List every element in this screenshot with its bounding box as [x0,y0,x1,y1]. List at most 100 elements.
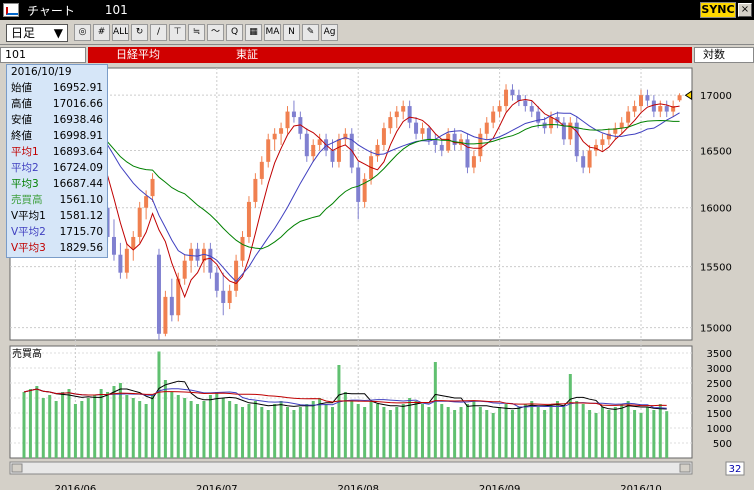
legend-row: 始値 16952.91 [7,80,107,96]
legend-value: 1829.56 [59,242,103,254]
tool-button-13[interactable]: Ag [321,24,338,41]
candle-body [452,133,457,145]
candle-body [632,106,637,112]
volume-bar [446,407,450,458]
volume-bar [35,386,39,458]
candle-body [227,290,232,303]
tool-button-2[interactable]: ALL [112,24,129,41]
legend-label: 高値 [11,98,32,110]
candle-body [111,236,116,255]
candle-body [304,133,309,157]
volume-bar [144,404,148,458]
volume-bar [112,386,116,458]
month-tick-label: 2016/08 [337,484,379,490]
candle-body [658,106,663,112]
legend-label: 始値 [11,82,32,94]
tool-button-5[interactable]: ⊤ [169,24,186,41]
volume-bar [530,401,534,458]
tool-button-1[interactable]: # [93,24,110,41]
candle-body [626,111,631,123]
volume-bar [369,401,373,458]
candle-body [317,139,322,145]
volume-bar [562,407,566,458]
tool-button-7[interactable]: 〜 [207,24,224,41]
tool-button-4[interactable]: / [150,24,167,41]
volume-bar [93,395,97,458]
legend-row: 平均1 16893.64 [7,144,107,160]
volume-bar [157,351,161,458]
candle-body [356,167,361,202]
volume-bar [588,410,592,458]
month-tick-label: 2016/06 [55,484,97,490]
candle-body [568,122,573,140]
tool-button-11[interactable]: N [283,24,300,41]
volume-bar [459,407,463,458]
legend-label: 終値 [11,130,32,142]
volume-tick-label: 2500 [707,379,732,390]
candle-body [214,272,219,291]
volume-bar [555,401,559,458]
candle-body [272,133,277,140]
ohlc-legend-panel: 2016/10/19 始値 16952.91 高値 17016.66 安値 16938.4… [6,64,108,258]
volume-bar [183,398,187,458]
volume-bar [61,392,65,458]
legend-value: 16724.09 [52,162,103,174]
tool-button-3[interactable]: ↻ [131,24,148,41]
tool-button-12[interactable]: ✎ [302,24,319,41]
tool-button-8[interactable]: Q [226,24,243,41]
legend-value: 16952.91 [52,82,103,94]
volume-bar [395,407,399,458]
stock-code-field[interactable]: 101 [0,47,86,63]
candle-body [343,133,348,140]
volume-bar [568,374,572,458]
volume-bar [433,362,437,458]
candle-body [246,201,251,237]
candle-body [510,89,515,96]
volume-bar [401,404,405,458]
candle-body [144,196,149,208]
tool-button-0[interactable]: ◎ [74,24,91,41]
volume-bar [350,401,354,458]
moving-average-line-1 [23,98,680,299]
candle-body [523,100,528,107]
volume-bar [613,407,617,458]
tool-button-10[interactable]: MA [264,24,281,41]
legend-row: 高値 17016.66 [7,96,107,112]
candle-body [253,178,258,202]
volume-bar [356,404,360,458]
price-panel [9,67,693,341]
price-tick-label: 17000 [700,91,732,102]
volume-bar [478,407,482,458]
volume-bar [318,398,322,458]
volume-bar [292,410,296,458]
legend-label: V平均3 [11,242,46,254]
candle-body [561,122,566,140]
candle-body [504,89,509,107]
close-button[interactable]: × [738,3,752,17]
volume-bar [151,395,155,458]
candle-body [639,95,644,107]
candle-body [394,111,399,118]
volume-tick-label: 500 [713,439,732,450]
sync-button[interactable]: SYNC [700,2,736,18]
candle-body [131,236,136,249]
volume-bar [375,404,379,458]
volume-bar [633,410,637,458]
price-volume-chart[interactable]: 15000 15500 16000 16500 17000 500 1000 1500 2000… [0,64,754,490]
scale-mode[interactable]: 対数 [694,47,754,63]
tool-button-6[interactable]: ≒ [188,24,205,41]
candle-body [664,106,669,112]
volume-bar [420,404,424,458]
candle-body [401,106,406,112]
legend-row: 売買高 1561.10 [7,192,107,208]
volume-bar [581,404,585,458]
tool-button-9[interactable]: ▦ [245,24,262,41]
scroll-left-button [11,463,23,473]
volume-bar [208,395,212,458]
volume-bar [221,398,225,458]
candle-body [176,278,181,316]
period-select[interactable]: 日足 ▼ [6,23,68,42]
volume-bar [54,401,58,458]
candle-body [465,139,470,168]
volume-bar [189,401,193,458]
